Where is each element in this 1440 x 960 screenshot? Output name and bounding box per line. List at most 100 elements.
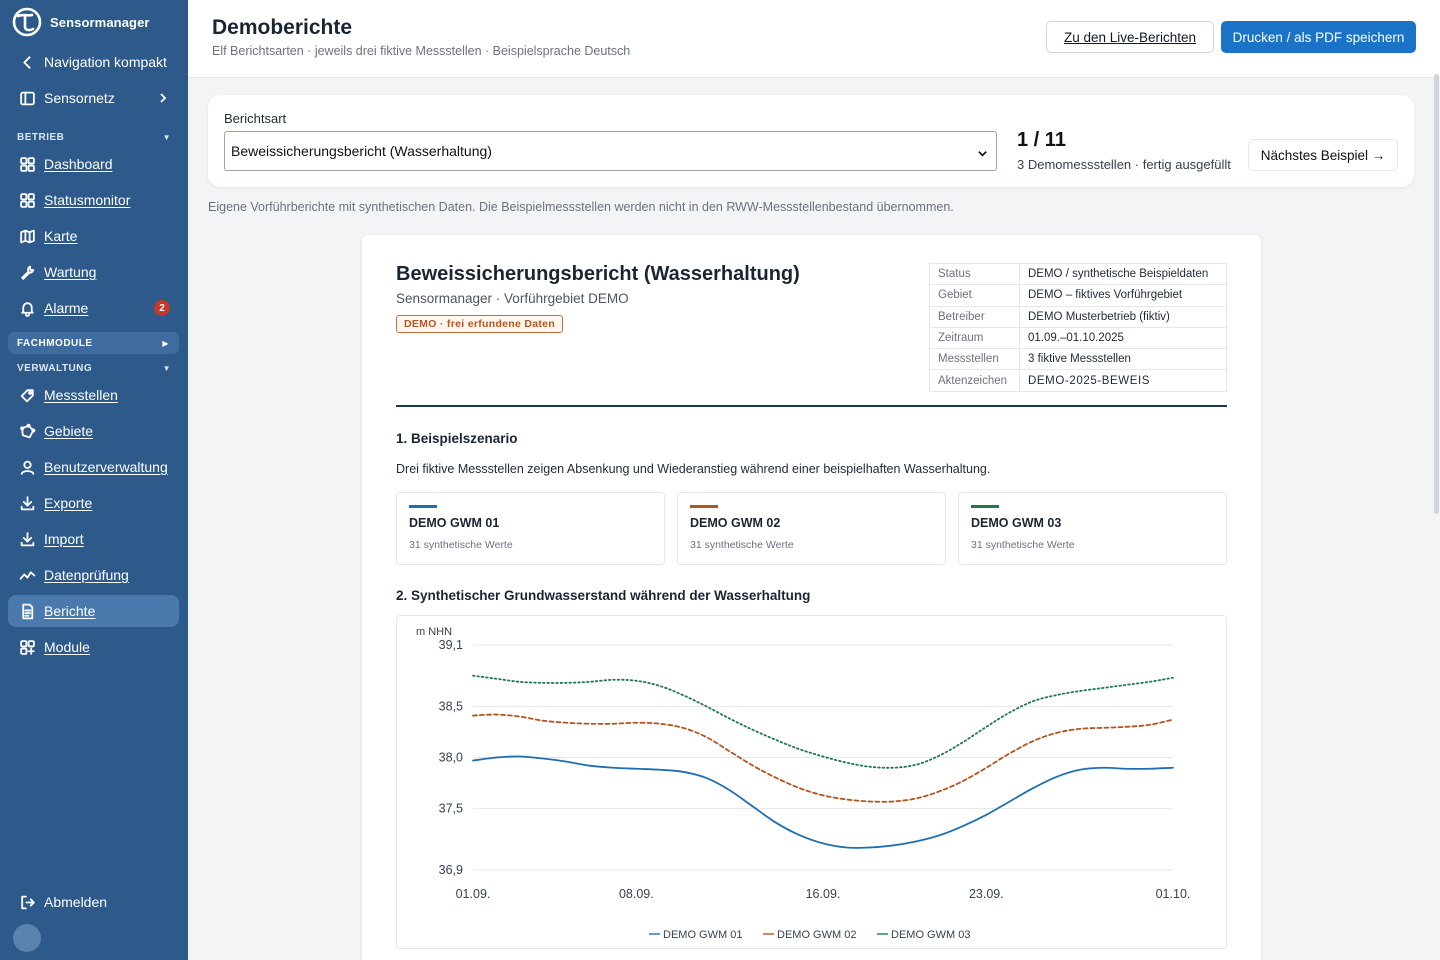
meta-key: Status	[929, 262, 1020, 286]
meta-row-betreiber: Betreiber DEMO Musterbetrieb (fiktiv)	[929, 305, 1227, 328]
sidebar-item-gebiete[interactable]: Gebiete	[8, 415, 179, 447]
dashboard-icon	[18, 155, 36, 173]
meta-key: Gebiet	[929, 284, 1020, 307]
sidebar-item-berichte[interactable]: Berichte	[8, 595, 179, 627]
section-1-text: Drei fiktive Messstellen zeigen Absenkun…	[396, 462, 991, 476]
sidebar-item-module[interactable]: Module	[8, 631, 179, 663]
location-tag-icon	[18, 386, 36, 404]
groundwater-chart: m NHN 39,1 38,5 38,0 37,5 36,9 01.09. 08.09. 16.…	[396, 615, 1227, 949]
x-tick-label: 08.09.	[619, 887, 654, 901]
chevron-down-icon	[977, 146, 988, 162]
report-type-selector-card: Berichtsart Beweissicherungsbericht (Was…	[208, 95, 1414, 187]
sidebar-item-label: Datenprüfung	[44, 567, 129, 583]
sidebar-item-import[interactable]: Import	[8, 523, 179, 555]
demo-note: Eigene Vorführberichte mit synthetischen…	[208, 200, 954, 214]
sidebar-item-messstellen[interactable]: Messstellen	[8, 379, 179, 411]
chevron-right-icon	[157, 91, 169, 107]
meta-row-aktenzeichen: Aktenzeichen DEMO-2025-BEWEIS	[929, 369, 1227, 392]
series-line-2	[472, 713, 1174, 803]
sidebar-item-datenpruefung[interactable]: Datenprüfung	[8, 559, 179, 591]
chevron-left-icon	[18, 53, 36, 71]
station-name: DEMO GWM 02	[690, 516, 781, 530]
caret-down-icon: ▼	[162, 133, 171, 142]
download-icon	[18, 494, 36, 512]
meta-key: Zeitraum	[929, 326, 1020, 350]
demo-data-tag: DEMO · frei erfundene Daten	[396, 315, 564, 333]
page-scrollbar[interactable]	[1434, 78, 1440, 960]
x-tick-label: 23.09.	[969, 887, 1004, 901]
document-icon	[18, 602, 36, 620]
logout-icon	[18, 893, 36, 911]
print-pdf-button[interactable]: Drucken / als PDF speichern	[1221, 21, 1416, 53]
station-name: DEMO GWM 03	[971, 516, 1062, 530]
logout-button[interactable]: Abmelden	[8, 886, 179, 918]
next-example-button[interactable]: Nächstes Beispiel →	[1248, 139, 1398, 171]
series-line-3	[472, 674, 1174, 769]
legend-label: DEMO GWM 02	[777, 929, 856, 941]
sidebar-item-karte[interactable]: Karte	[8, 220, 179, 252]
import-icon	[18, 530, 36, 548]
sidebar-item-dashboard[interactable]: Dashboard	[8, 148, 179, 180]
report-type-select[interactable]: Beweissicherungsbericht (Wasserhaltung)	[224, 131, 997, 171]
sidebar-item-label: Dashboard	[44, 156, 113, 172]
meta-value: DEMO Musterbetrieb (fiktiv)	[1019, 305, 1227, 328]
section-header-betrieb[interactable]: BETRIEB ▼	[17, 132, 171, 143]
meta-key: Messstellen	[929, 348, 1020, 371]
example-counter: 1 / 11	[1017, 129, 1066, 151]
y-tick-label: 37,5	[439, 802, 463, 816]
avatar[interactable]	[13, 924, 41, 952]
station-color-bar	[690, 505, 718, 508]
grid-icon	[18, 191, 36, 209]
sidebar-item-benutzerverwaltung[interactable]: Benutzerverwaltung	[8, 451, 179, 483]
page-header: Demoberichte Elf Berichtsarten · jeweils…	[188, 0, 1440, 78]
station-count: 31 synthetische Werte	[409, 539, 513, 551]
sensormanager-logo-icon	[12, 7, 42, 37]
brand[interactable]: Sensormanager	[12, 7, 150, 37]
caret-down-icon: ▼	[162, 364, 171, 373]
navigation-compact-toggle[interactable]: Navigation kompakt	[8, 46, 179, 78]
caret-right-icon: ▶	[162, 338, 169, 348]
sidebar-item-label: Messstellen	[44, 387, 118, 403]
station-count: 31 synthetische Werte	[971, 539, 1075, 551]
meta-value: DEMO / synthetische Beispieldaten	[1019, 262, 1227, 286]
app-name: Sensormanager	[50, 14, 150, 30]
page-subtitle: Elf Berichtsarten · jeweils drei fiktive…	[212, 44, 631, 58]
sidebar-item-label: Import	[44, 531, 84, 547]
section-header-verwaltung[interactable]: VERWALTUNG ▼	[17, 363, 171, 374]
sidebar-item-label: Karte	[44, 228, 78, 244]
section-header-fachmodule[interactable]: FACHMODULE ▶	[8, 332, 179, 354]
sidebar-item-wartung[interactable]: Wartung	[8, 256, 179, 288]
sidebar-item-sensornetz[interactable]: Sensornetz	[8, 82, 179, 114]
meta-key: Aktenzeichen	[929, 369, 1020, 392]
report-title: Beweissicherungsbericht (Wasserhaltung)	[396, 263, 800, 285]
meta-value: DEMO – fiktives Vorführgebiet	[1019, 284, 1227, 307]
y-tick-label: 38,0	[439, 751, 463, 765]
meta-row-gebiet: Gebiet DEMO – fiktives Vorführgebiet	[929, 284, 1227, 307]
meta-row-status: Status DEMO / synthetische Beispieldaten	[929, 262, 1227, 286]
meta-value: DEMO-2025-BEWEIS	[1019, 369, 1227, 392]
alarm-count-badge: 2	[154, 300, 170, 316]
sidebar-item-exporte[interactable]: Exporte	[8, 487, 179, 519]
section-1-title: 1. Beispielszenario	[396, 431, 518, 446]
meta-row-messstellen: Messstellen 3 fiktive Messstellen	[929, 348, 1227, 371]
sidebar-item-statusmonitor[interactable]: Statusmonitor	[8, 184, 179, 216]
station-card: DEMO GWM 03 31 synthetische Werte	[958, 492, 1227, 565]
sidebar-item-alarme[interactable]: Alarme 2	[8, 292, 179, 324]
meta-key: Betreiber	[929, 305, 1020, 328]
section-label: FACHMODULE	[17, 337, 93, 349]
sidebar-item-label: Berichte	[44, 603, 96, 619]
x-tick-label: 01.09.	[456, 887, 491, 901]
sidebar: Sensormanager Navigation kompakt Sensorn…	[0, 0, 188, 960]
report-type-label: Berichtsart	[224, 111, 287, 126]
activity-icon	[18, 566, 36, 584]
page-scrollbar-thumb[interactable]	[1434, 74, 1439, 514]
y-axis-label: m NHN	[416, 626, 452, 638]
report-type-value: Beweissicherungsbericht (Wasserhaltung)	[231, 143, 492, 159]
station-color-bar	[971, 505, 999, 508]
live-reports-button[interactable]: Zu den Live-Berichten	[1046, 21, 1214, 53]
meta-value: 01.09.–01.10.2025	[1019, 326, 1227, 350]
logout-label: Abmelden	[44, 894, 108, 910]
panel-icon	[18, 89, 36, 107]
page-title: Demoberichte	[212, 16, 353, 39]
section-label: BETRIEB	[17, 132, 65, 143]
